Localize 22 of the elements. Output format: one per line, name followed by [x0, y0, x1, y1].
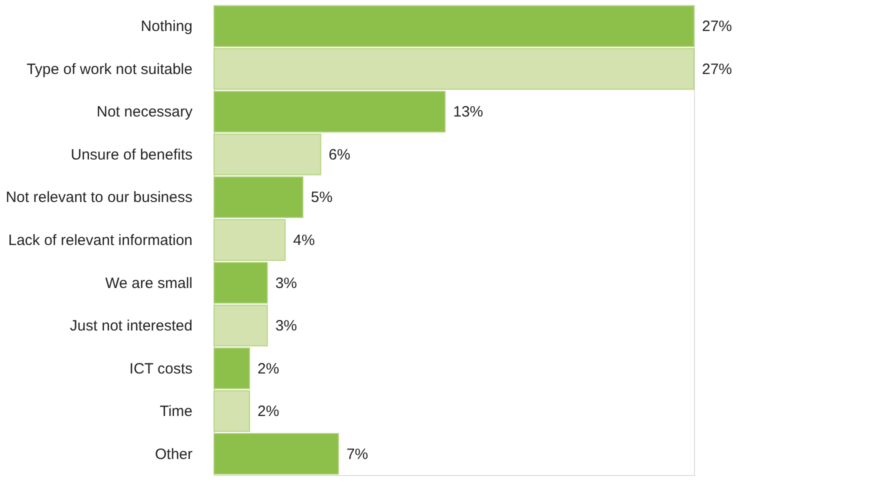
data-label: 6% — [328, 146, 350, 164]
data-label: 2% — [258, 403, 280, 420]
y-tick-label: Type of work not suitable — [26, 60, 192, 78]
data-label: 13% — [453, 104, 484, 121]
data-label: 5% — [310, 189, 333, 206]
y-tick-label: We are small — [105, 274, 192, 292]
y-tick-label: Nothing — [140, 18, 192, 36]
y-tick-label: Not relevant to our business — [6, 189, 192, 206]
data-label: 7% — [346, 446, 368, 463]
data-label: 2% — [258, 360, 280, 378]
y-tick-label: Just not interested — [70, 318, 192, 335]
data-label: 27% — [702, 18, 732, 36]
data-label: 4% — [293, 232, 315, 249]
y-tick-label: Unsure of benefits — [70, 146, 192, 164]
data-label: 3% — [275, 274, 298, 292]
data-label: 27% — [702, 60, 732, 78]
y-tick-label: Not necessary — [96, 104, 193, 121]
y-tick-label: ICT costs — [129, 360, 192, 378]
data-label: 3% — [275, 318, 298, 335]
y-tick-label: Time — [160, 403, 192, 420]
y-tick-label: Lack of relevant information — [8, 232, 192, 249]
y-tick-label: Other — [154, 446, 193, 463]
